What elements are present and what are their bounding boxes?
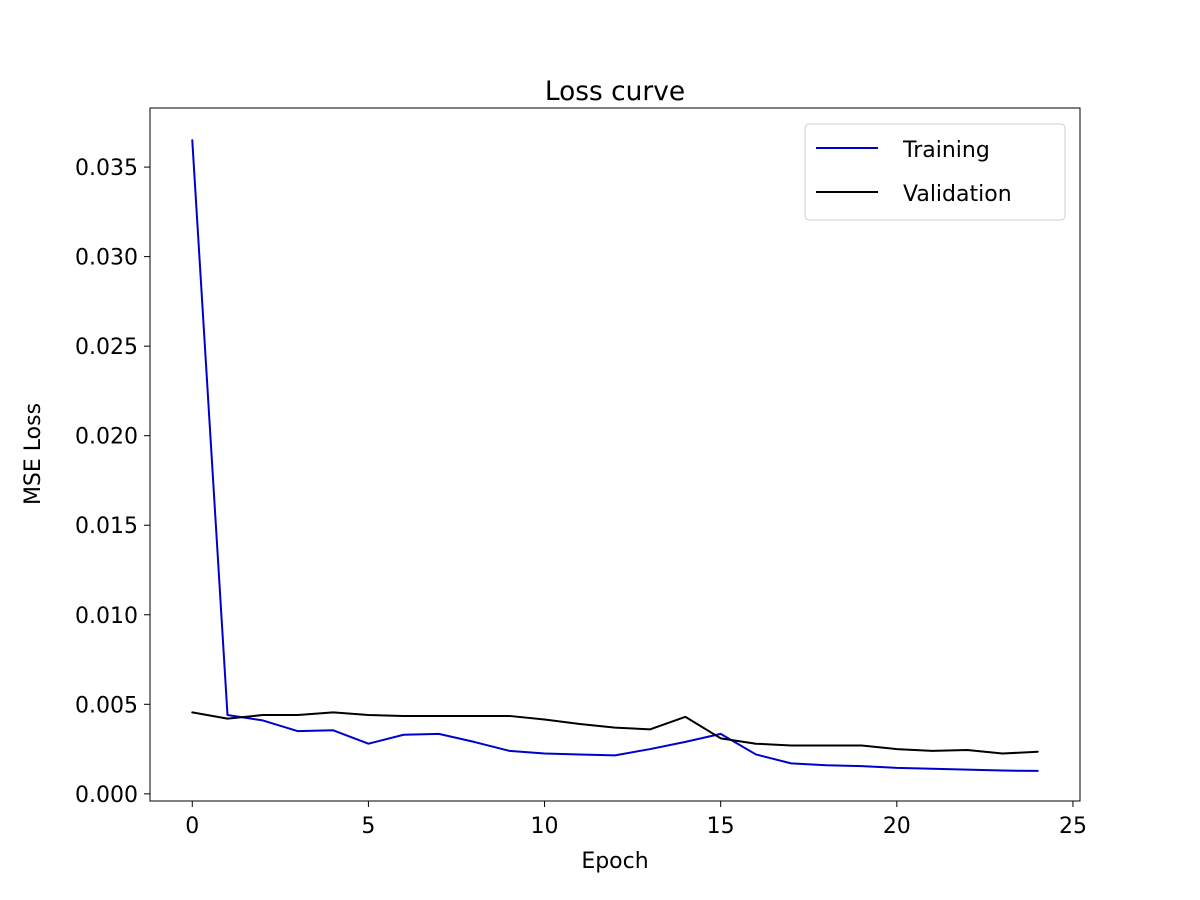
x-tick-label: 20 [883, 814, 911, 839]
y-tick-label: 0.035 [75, 156, 138, 181]
plot-frame [149, 107, 1081, 802]
y-tick-label: 0.010 [75, 604, 138, 629]
legend: Training Validation [804, 123, 1066, 221]
x-axis-label: Epoch [581, 849, 648, 874]
x-tick-label: 25 [1059, 814, 1087, 839]
x-axis-ticks: 0 5 10 15 20 25 [185, 801, 1087, 839]
series-line-validation [191, 711, 1039, 755]
x-tick-label: 5 [361, 814, 375, 839]
y-tick-label: 0.025 [75, 335, 138, 360]
y-tick-label: 0.030 [75, 246, 138, 271]
y-tick-label: 0.000 [75, 783, 138, 808]
legend-label-training: Training [902, 138, 990, 163]
x-tick-label: 0 [185, 814, 199, 839]
legend-label-validation: Validation [903, 182, 1012, 207]
x-tick-label: 10 [531, 814, 559, 839]
x-tick-label: 15 [707, 814, 735, 839]
series-line-training [191, 139, 1039, 772]
y-tick-label: 0.005 [75, 693, 138, 718]
y-tick-label: 0.020 [75, 425, 138, 450]
chart-title: Loss curve [545, 76, 685, 107]
y-axis-ticks: 0.000 0.005 0.010 0.015 0.020 0.025 0.030 0.035 [75, 156, 150, 808]
y-tick-label: 0.015 [75, 514, 138, 539]
lines-layer [191, 139, 1039, 772]
y-axis-label: MSE Loss [21, 403, 46, 505]
